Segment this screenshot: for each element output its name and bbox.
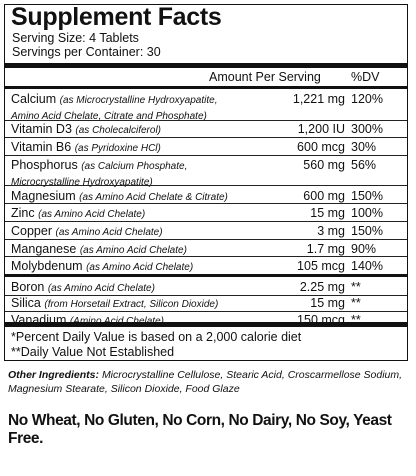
nutrient-name: Silica [11, 296, 41, 311]
other-ingredients: Other Ingredients: Microcrystalline Cell… [8, 368, 404, 396]
free-from-statement: No Wheat, No Gluten, No Corn, No Dairy, … [8, 412, 392, 447]
row-divider [5, 311, 407, 313]
nutrient-desc: (as Amino Acid Chelate) [38, 209, 146, 221]
row-divider [5, 256, 407, 258]
dv-header: %DV [351, 70, 380, 84]
nutrient-name: Zinc [11, 206, 35, 221]
nutrient-name: Vitamin D3 [11, 122, 72, 137]
footnote-percent-dv: *Percent Daily Value is based on a 2,000… [11, 330, 302, 344]
row-divider [5, 238, 407, 240]
nutrient-name: Phosphorus [11, 157, 78, 172]
nutrient-amount: 105 mcg [297, 259, 345, 274]
footnote-divider [4, 322, 408, 327]
row-divider [5, 221, 407, 223]
nutrient-dv: 30% [351, 140, 377, 155]
nutrient-amount: 600 mcg [297, 140, 345, 155]
nutrient-name: Boron [11, 279, 45, 294]
nutrient-amount: 3 mg [317, 223, 345, 238]
nutrient-desc: (as Microcrystalline Hydroxyapatite, [59, 94, 218, 106]
nutrient-name: Molybdenum [11, 259, 83, 274]
supplement-facts-panel: Supplement Facts Serving Size: 4 Tablets… [4, 3, 408, 361]
row-divider [5, 184, 407, 186]
nutrient-desc: (as Amino Acid Chelate) [79, 244, 187, 256]
nutrient-dv: ** [351, 296, 361, 311]
nutrient-desc: (as Pyridoxine HCl) [74, 143, 161, 155]
nutrient-amount: 600 mg [303, 188, 345, 203]
nutrient-desc: (Amino Acid Chelate) [70, 316, 164, 327]
nutrient-amount: 1,200 IU [297, 122, 345, 137]
row-divider [5, 119, 407, 121]
nutrient-amount: 2.25 mg [299, 279, 345, 294]
other-ingredients-label: Other Ingredients: [8, 369, 100, 381]
nutrient-dv: 120% [351, 91, 383, 106]
amount-per-serving-header: Amount Per Serving [209, 70, 321, 84]
nutrient-dv: 140% [351, 259, 383, 274]
nutrient-amount: 15 mg [310, 206, 345, 221]
nutrient-name: Magnesium [11, 188, 76, 203]
footnote-dv-not-established: **Daily Value Not Established [11, 345, 175, 359]
nutrient-amount: 15 mg [310, 296, 345, 311]
nutrient-dv: ** [351, 279, 361, 294]
nutrient-amount: 560 mg [303, 157, 345, 172]
other-ingredients-text: Microcrystalline Cellulose, Stearic Acid… [8, 369, 403, 395]
serving-size: Serving Size: 4 Tablets [12, 31, 139, 45]
nutrient-dv: 90% [351, 241, 377, 256]
nutrient-desc-2: Microcrystalline Hydroxyapatite) [11, 176, 153, 188]
nutrient-amount: 1.7 mg [306, 241, 345, 256]
servings-per-container: Servings per Container: 30 [12, 45, 161, 59]
row-divider [5, 294, 407, 296]
thick-divider [5, 63, 407, 68]
nutrient-name: Calcium [11, 91, 57, 106]
nutrient-dv: 150% [351, 188, 383, 203]
row-divider [5, 203, 407, 205]
nutrient-name: Vitamin B6 [11, 140, 72, 155]
nutrient-dv: 100% [351, 206, 383, 221]
nutrient-desc: (as Amino Acid Chelate) [47, 282, 155, 294]
header-divider [5, 86, 407, 89]
nutrient-name: Copper [11, 223, 52, 238]
row-divider [5, 137, 407, 139]
nutrient-desc: (as Amino Acid Chelate & Citrate) [79, 191, 228, 203]
nutrient-dv: 300% [351, 122, 383, 137]
nutrient-desc: (as Cholecalciferol) [75, 125, 161, 137]
row-divider [5, 155, 407, 157]
nutrient-desc: (as Amino Acid Chelate) [86, 262, 194, 274]
nutrient-dv: 56% [351, 157, 377, 172]
nutrient-desc: (as Amino Acid Chelate) [55, 226, 163, 238]
section-divider [5, 274, 407, 278]
nutrient-amount: 1,221 mg [292, 91, 345, 106]
nutrient-dv: ** [351, 313, 361, 328]
nutrient-desc-2: Amino Acid Chelate, Citrate and Phosphat… [11, 110, 207, 122]
panel-title: Supplement Facts [11, 3, 222, 31]
nutrient-desc: (as Calcium Phosphate, [81, 160, 188, 172]
nutrient-name: Manganese [11, 241, 77, 256]
nutrient-desc: (from Horsetail Extract, Silicon Dioxide… [44, 299, 219, 311]
nutrient-dv: 150% [351, 223, 383, 238]
